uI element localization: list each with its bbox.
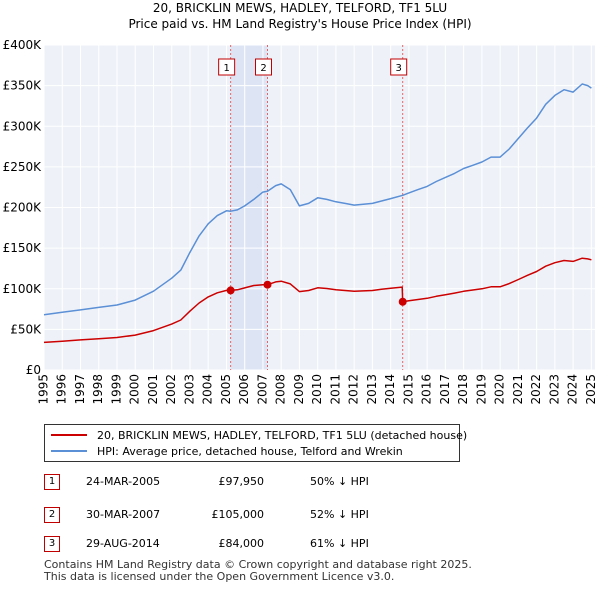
chart-subtitle: Price paid vs. HM Land Registry's House …: [128, 17, 471, 31]
y-tick-label: £300K: [3, 119, 43, 133]
footer-attribution: Contains HM Land Registry data © Crown c…: [44, 558, 472, 583]
x-tick-label: 2025: [584, 374, 598, 405]
y-tick-label: £150K: [3, 241, 43, 255]
x-tick-label: 2007: [255, 374, 269, 405]
transaction-number: 2: [44, 507, 60, 523]
x-tick-label: 2009: [292, 374, 306, 405]
series-layer: [43, 83, 592, 344]
legend-label-property: 20, BRICKLIN MEWS, HADLEY, TELFORD, TF1 …: [97, 429, 468, 442]
chart-title: 20, BRICKLIN MEWS, HADLEY, TELFORD, TF1 …: [153, 1, 447, 15]
x-tick-label: 2001: [146, 374, 160, 405]
grid-layer: [43, 44, 595, 371]
x-tick-label: 2002: [164, 374, 178, 405]
transaction-hpi-diff: 61% ↓ HPI: [310, 537, 369, 550]
x-tick-label: 2024: [566, 374, 580, 405]
x-tick-label: 2005: [219, 374, 233, 405]
transaction-number: 3: [44, 536, 60, 552]
price-chart: 20, BRICKLIN MEWS, HADLEY, TELFORD, TF1 …: [3, 1, 598, 405]
sale-label-box: [218, 58, 236, 76]
transaction-date: 30-MAR-2007: [86, 508, 161, 521]
y-tick-label: £100K: [3, 282, 43, 296]
y-tick-label: £0: [26, 363, 41, 377]
sale-label: 1: [223, 63, 229, 74]
x-tick-label: 2015: [401, 374, 415, 405]
transaction-hpi-diff: 52% ↓ HPI: [310, 508, 369, 521]
transaction-date: 29-AUG-2014: [86, 537, 160, 550]
x-tick-label: 2014: [383, 374, 397, 405]
y-tick-label: £400K: [3, 38, 43, 52]
y-axis: £0 £50K £100K £150K £200K £250K £300K £350K £400…: [3, 38, 43, 377]
x-tick-label: 2013: [365, 374, 379, 405]
legend-item-hpi: HPI: Average price, detached house, Telf…: [51, 444, 403, 460]
sale-label-box: [390, 58, 408, 76]
x-tick-label: 2022: [529, 374, 543, 405]
x-tick-label: 2018: [456, 374, 470, 405]
x-tick-label: 2004: [201, 374, 215, 405]
sale-label: 2: [260, 63, 266, 74]
x-tick-label: 2020: [493, 374, 507, 405]
x-tick-label: 1997: [73, 374, 87, 405]
legend: 20, BRICKLIN MEWS, HADLEY, TELFORD, TF1 …: [44, 424, 467, 462]
series-line: [43, 257, 592, 344]
transaction-price: £97,950: [218, 475, 265, 488]
legend-item-property: 20, BRICKLIN MEWS, HADLEY, TELFORD, TF1 …: [51, 428, 467, 444]
y-tick-label: £250K: [3, 160, 43, 174]
sale-point: [398, 297, 407, 306]
x-tick-label: 2021: [511, 374, 525, 405]
x-tick-label: 2006: [237, 374, 251, 405]
transaction-price: £105,000: [211, 508, 265, 521]
transaction-number: 1: [44, 474, 60, 490]
sale-point: [263, 280, 272, 289]
x-tick-label: 2010: [310, 374, 324, 405]
x-tick-label: 1995: [37, 374, 51, 405]
x-tick-label: 2008: [274, 374, 288, 405]
x-tick-label: 2000: [128, 374, 142, 405]
sale-marker-lines: 1 2 3: [218, 45, 408, 370]
x-tick-label: 2011: [328, 374, 342, 405]
x-tick-label: 2012: [347, 374, 361, 405]
x-tick-label: 2017: [438, 374, 452, 405]
y-tick-label: £200K: [3, 201, 43, 215]
x-tick-label: 2016: [420, 374, 434, 405]
x-tick-label: 2003: [182, 374, 196, 405]
sale-label: 3: [396, 63, 402, 74]
x-axis: 1995 1996 1997 1998 1999 2000 2001 2002 2003 2004…: [37, 374, 598, 405]
legend-swatch-hpi: [51, 450, 87, 452]
sale-point: [226, 286, 235, 295]
transaction-hpi-diff: 50% ↓ HPI: [310, 475, 369, 488]
transaction-date: 24-MAR-2005: [86, 475, 161, 488]
x-tick-label: 2023: [547, 374, 561, 405]
legend-swatch-property: [51, 434, 87, 436]
y-tick-label: £50K: [10, 322, 42, 336]
x-tick-label: 1998: [91, 374, 105, 405]
series-line: [43, 83, 592, 316]
x-tick-label: 2019: [474, 374, 488, 405]
legend-label-hpi: HPI: Average price, detached house, Telf…: [97, 445, 403, 458]
y-tick-label: £350K: [3, 79, 43, 93]
sale-markers: [226, 280, 407, 306]
x-tick-label: 1999: [109, 374, 123, 405]
x-tick-label: 1996: [55, 374, 69, 405]
sale-label-box: [255, 58, 273, 76]
transaction-price: £84,000: [218, 537, 265, 550]
